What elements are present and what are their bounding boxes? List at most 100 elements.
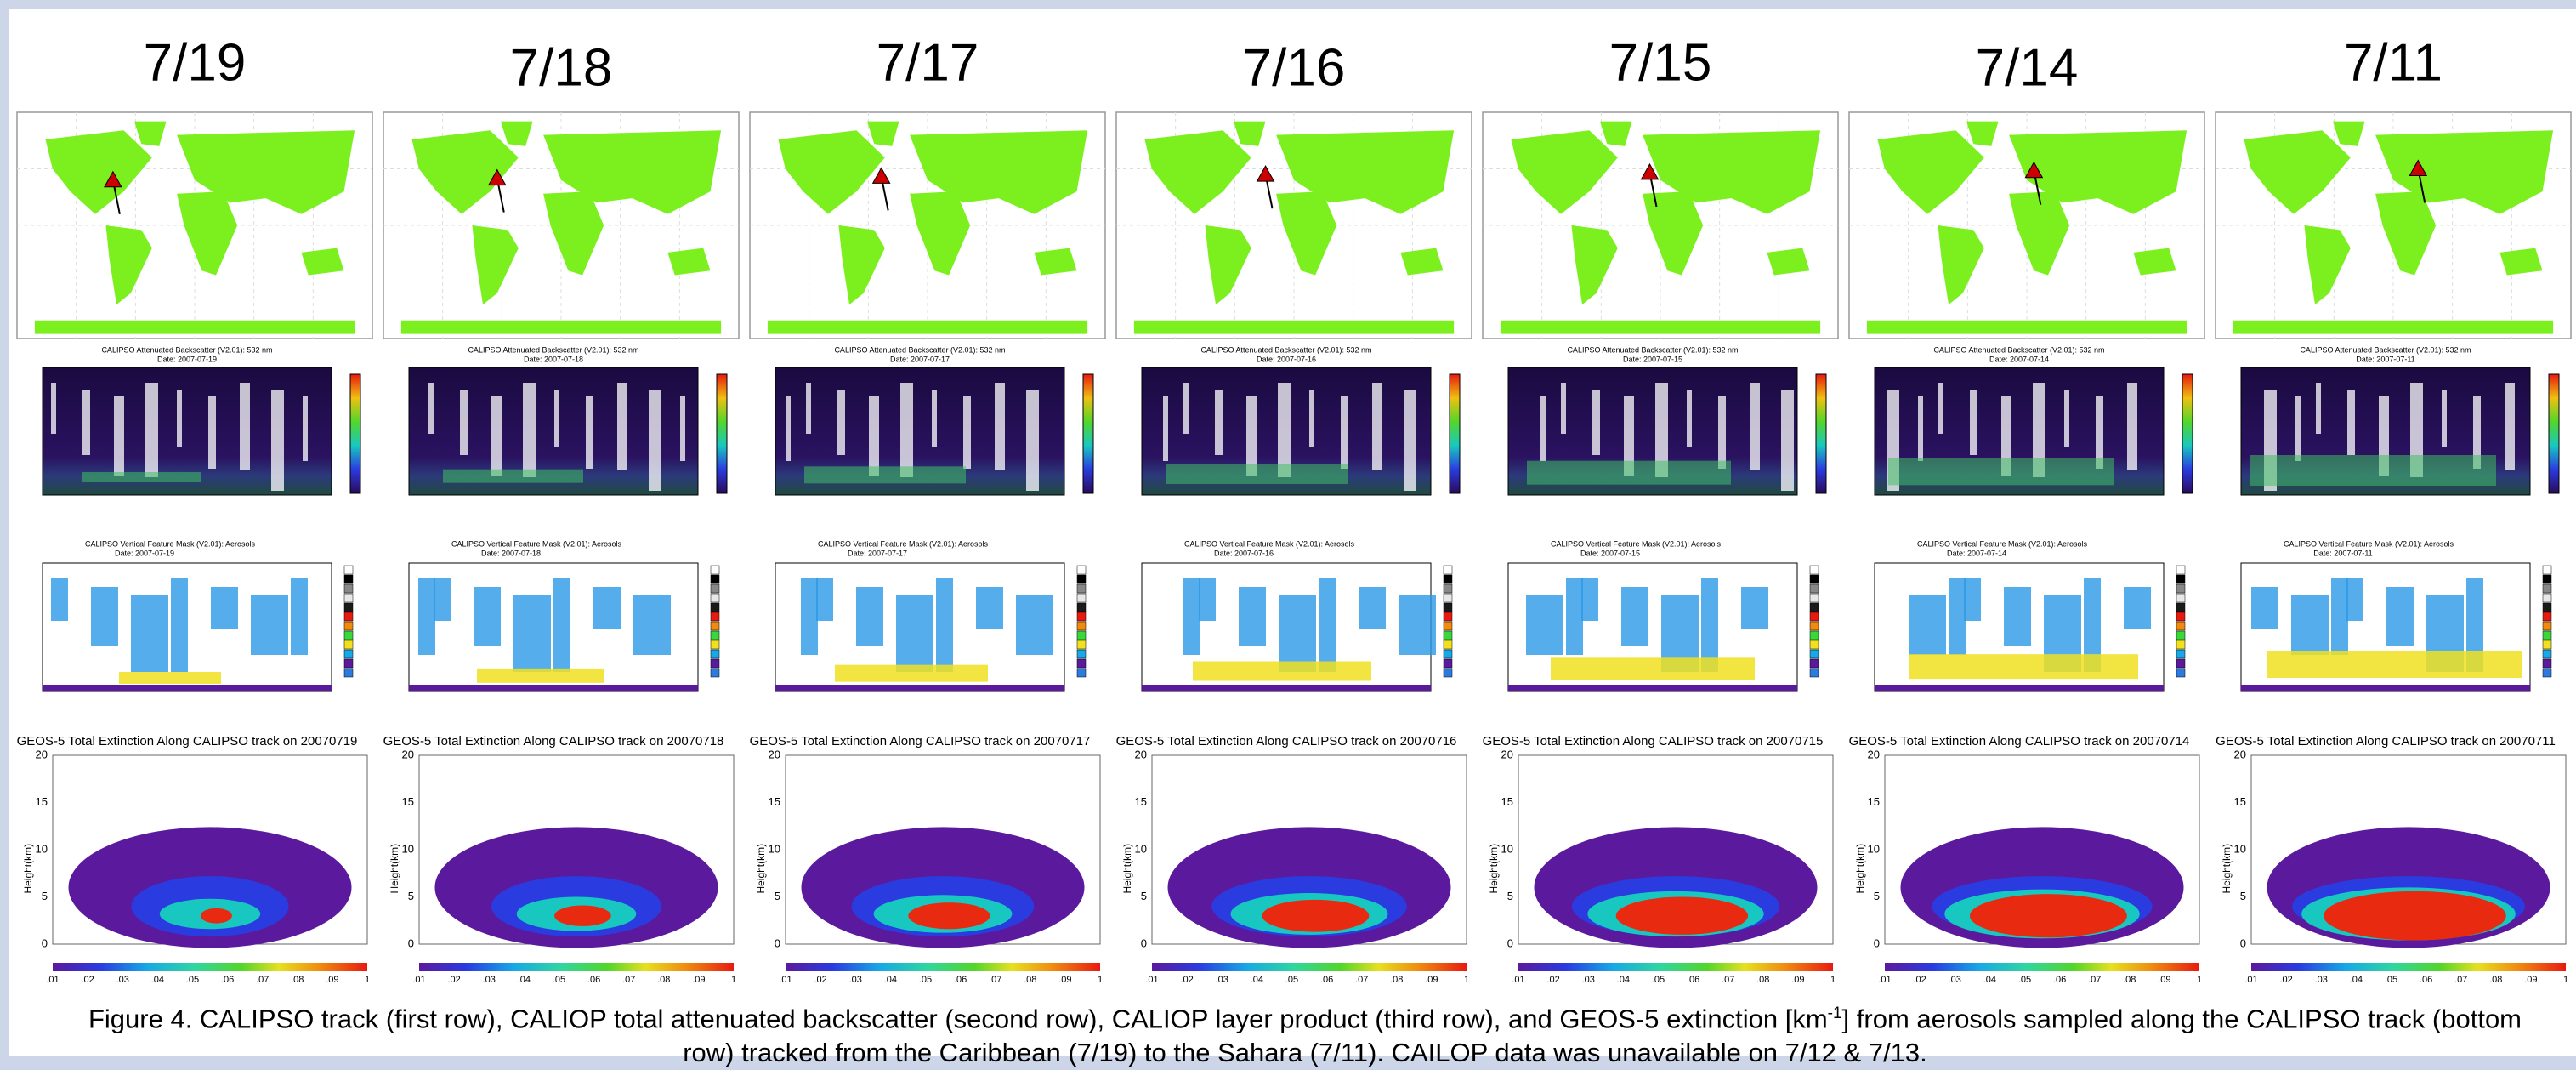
cloud-streak xyxy=(786,396,791,461)
continent xyxy=(2499,248,2543,276)
vfm-cloud xyxy=(1909,595,1946,655)
vfm-cloud xyxy=(1581,578,1598,621)
geos-ytick-label: 20 xyxy=(1135,748,1147,760)
cloud-streak xyxy=(2127,383,2137,470)
continent xyxy=(301,248,344,276)
vfm-legend-swatch xyxy=(1809,583,1819,594)
continent xyxy=(1599,121,1632,146)
colorbar xyxy=(1518,963,1833,971)
vfm-legend-swatch xyxy=(1809,612,1819,622)
colorbar-label: .09 xyxy=(1425,975,1438,985)
cloud-streak xyxy=(271,390,284,491)
colorbar xyxy=(349,373,361,494)
colorbar-label: .08 xyxy=(1756,975,1769,985)
vfm-cloud xyxy=(553,578,570,672)
continent xyxy=(543,191,604,276)
geos-axis-label: Height(km) xyxy=(1488,844,1500,894)
vfm-legend-swatch xyxy=(710,602,720,612)
vfm-cloud xyxy=(2386,587,2414,646)
continent xyxy=(2332,121,2365,146)
cloud-streak xyxy=(460,390,468,455)
vfm-aerosol xyxy=(835,664,988,682)
vfm-cloud xyxy=(513,595,551,672)
vfm-surface xyxy=(1875,685,2164,691)
geos-title: GEOS-5 Total Extinction Along CALIPSO tr… xyxy=(2216,734,2556,748)
cloud-streak xyxy=(1183,383,1189,434)
panel-date: Date: 2007-07-14 xyxy=(1989,355,2049,363)
date-heading: 7/16 xyxy=(1243,38,1346,97)
vfm-legend-swatch xyxy=(1809,565,1819,575)
continent xyxy=(2304,225,2351,305)
vfm-cloud xyxy=(1319,578,1336,672)
aerosol-layer xyxy=(443,469,583,483)
cloud-streak xyxy=(1918,396,1923,461)
geos-ytick-label: 5 xyxy=(775,890,780,902)
colorbar xyxy=(2548,373,2560,494)
continent xyxy=(1133,320,1455,334)
cloud-streak xyxy=(1404,390,1416,491)
colorbar-label: 1 xyxy=(1464,975,1469,985)
vfm-legend-swatch xyxy=(343,630,354,640)
aerosol-layer xyxy=(1527,460,1731,485)
continent xyxy=(45,130,152,214)
vfm-legend-swatch xyxy=(2176,612,2186,622)
cloud-streak xyxy=(1341,396,1348,469)
colorbar-label: .02 xyxy=(1913,975,1926,985)
cloud-streak xyxy=(900,383,913,477)
cloud-streak xyxy=(1718,396,1726,469)
vfm-legend-swatch xyxy=(2542,593,2552,603)
geos-ytick-label: 15 xyxy=(402,795,414,808)
caption-text: ] from aerosols sampled along the CALIPS… xyxy=(683,1004,2522,1068)
column: 7/15 CALIPSO Attenuated Backscatter (V2.0… xyxy=(1482,33,1839,985)
colorbar-label: 1 xyxy=(1830,975,1836,985)
cloud-streak xyxy=(995,383,1005,470)
colorbar-label: 1 xyxy=(1098,975,1103,985)
vfm-cloud xyxy=(51,578,68,621)
colorbar xyxy=(2251,963,2566,971)
vfm-legend-swatch xyxy=(1443,640,1453,650)
cloud-streak xyxy=(2033,383,2045,477)
geos-axis-label: Height(km) xyxy=(1121,844,1133,894)
vfm-legend-swatch xyxy=(2176,658,2186,669)
date-heading: 7/18 xyxy=(510,38,613,97)
vfm-legend-swatch xyxy=(2176,565,2186,575)
cloud-streak xyxy=(1163,396,1168,461)
extinction-red xyxy=(2324,891,2506,941)
colorbar-label: .07 xyxy=(1355,975,1368,985)
cloud-streak xyxy=(617,383,627,470)
colorbar-label: .09 xyxy=(692,975,705,985)
colorbar-label: .04 xyxy=(1617,975,1630,985)
vfm-cloud xyxy=(1949,578,1966,655)
colorbar-label: .08 xyxy=(2489,975,2502,985)
track-marker xyxy=(1640,162,1660,180)
vfm-cloud xyxy=(856,587,883,646)
vfm-cloud xyxy=(1566,578,1583,655)
colorbar xyxy=(786,963,1100,971)
continent xyxy=(1034,248,1077,276)
colorbar-label: .02 xyxy=(2279,975,2292,985)
vfm-legend-swatch xyxy=(2176,593,2186,603)
colorbar-label: .02 xyxy=(81,975,94,985)
colorbar-label: .08 xyxy=(657,975,670,985)
colorbar-label: .04 xyxy=(518,975,531,985)
vfm-cloud xyxy=(1183,578,1200,655)
colorbar-label: .06 xyxy=(1320,975,1333,985)
vfm-legend-swatch xyxy=(710,668,720,678)
cloud-streak xyxy=(82,390,90,455)
extinction-red xyxy=(908,902,990,930)
continent xyxy=(1571,225,1618,305)
cloud-streak xyxy=(2473,396,2481,469)
caption: Figure 4. CALIPSO track (first row), CAL… xyxy=(60,997,2550,1070)
cloud-streak xyxy=(554,390,559,447)
panel-date: Date: 2007-07-16 xyxy=(1257,355,1316,363)
vfm-legend-swatch xyxy=(1809,668,1819,678)
panel-date: Date: 2007-07-11 xyxy=(2313,549,2372,557)
colorbar-label: .07 xyxy=(2454,975,2467,985)
vfm-cloud xyxy=(1199,578,1216,621)
colorbar-label: .06 xyxy=(2053,975,2066,985)
panel-date: Date: 2007-07-16 xyxy=(1214,549,1274,557)
colorbar-label: .04 xyxy=(2350,975,2363,985)
colorbar-label: .03 xyxy=(483,975,496,985)
vfm-legend-swatch xyxy=(1076,565,1087,575)
geos-ytick-label: 20 xyxy=(769,748,780,760)
